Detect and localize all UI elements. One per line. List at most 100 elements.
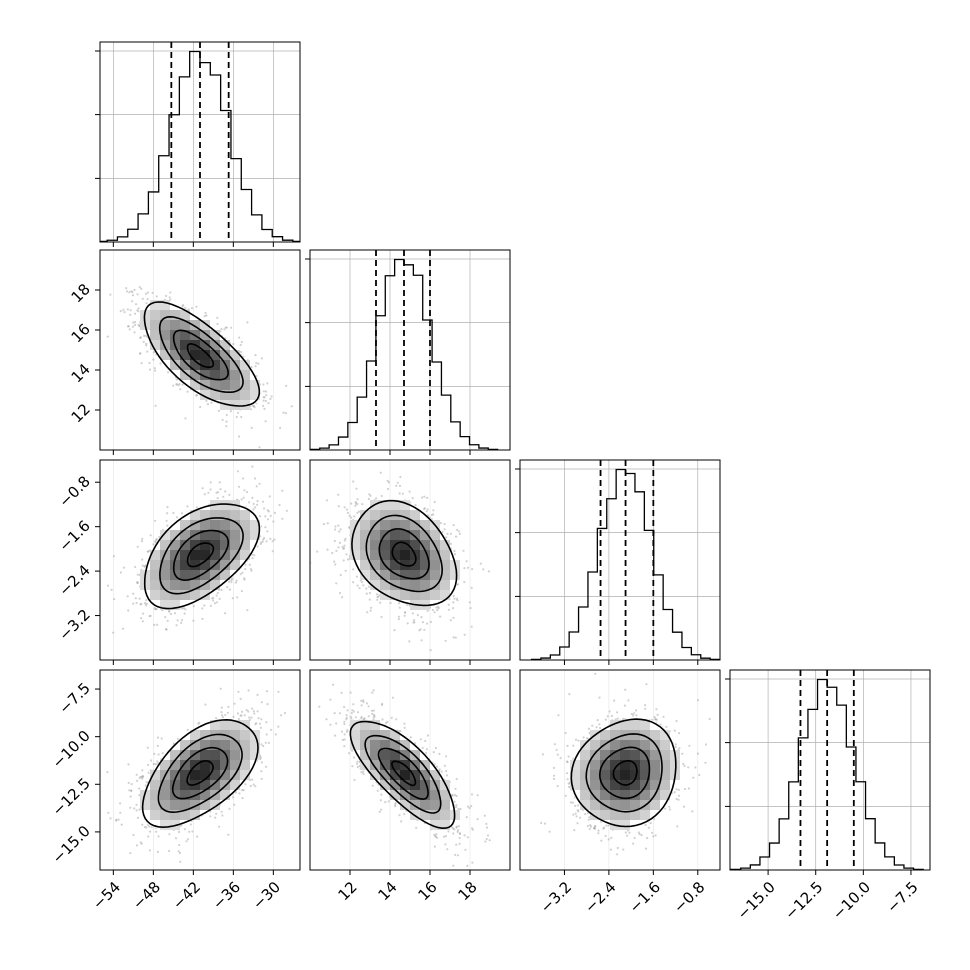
scatter-point bbox=[139, 336, 142, 339]
density-cell bbox=[200, 560, 210, 570]
scatter-point bbox=[344, 537, 347, 540]
density-cell bbox=[200, 340, 210, 350]
scatter-point bbox=[256, 500, 259, 503]
panel-3-0 bbox=[95, 669, 301, 875]
scatter-point bbox=[408, 490, 411, 493]
scatter-point bbox=[266, 530, 269, 533]
scatter-point bbox=[452, 524, 455, 527]
density-cell bbox=[380, 500, 390, 510]
contour-line bbox=[186, 342, 215, 368]
scatter-point bbox=[452, 607, 455, 610]
density-cell bbox=[240, 510, 250, 520]
scatter-point bbox=[271, 550, 274, 553]
scatter-point bbox=[137, 310, 140, 313]
scatter-point bbox=[230, 581, 233, 584]
scatter-point bbox=[137, 323, 140, 327]
density-cell bbox=[160, 580, 170, 590]
scatter-point bbox=[256, 545, 259, 548]
scatter-point bbox=[273, 511, 276, 514]
scatter-point bbox=[334, 525, 337, 528]
scatter-point bbox=[122, 627, 125, 630]
scatter-point bbox=[255, 362, 258, 365]
scatter-point bbox=[148, 615, 151, 618]
scatter-point bbox=[343, 544, 346, 547]
scatter-point bbox=[107, 584, 110, 587]
density-cell bbox=[190, 320, 200, 330]
density-cell bbox=[210, 350, 220, 360]
scatter-point bbox=[395, 484, 398, 487]
density-cell bbox=[240, 380, 250, 390]
scatter-point bbox=[262, 500, 265, 503]
scatter-point bbox=[219, 687, 222, 690]
scatter-point bbox=[126, 595, 129, 598]
panel-frame bbox=[519, 459, 721, 661]
scatter-point bbox=[122, 566, 125, 569]
scatter-point bbox=[144, 604, 147, 607]
scatter-point bbox=[175, 378, 178, 381]
scatter-point bbox=[155, 608, 158, 611]
scatter-point bbox=[425, 510, 428, 513]
density-cell bbox=[230, 560, 240, 570]
scatter-point bbox=[250, 365, 253, 369]
density-cell bbox=[220, 340, 230, 350]
scatter-point bbox=[240, 340, 243, 344]
scatter-point bbox=[141, 537, 144, 541]
scatter-point bbox=[380, 615, 383, 619]
scatter-point bbox=[205, 399, 208, 402]
scatter-point bbox=[254, 506, 257, 509]
density-cell bbox=[410, 560, 420, 570]
density-cell bbox=[160, 590, 170, 600]
scatter-point bbox=[216, 497, 219, 500]
panel-frame bbox=[309, 459, 511, 661]
density-cell bbox=[400, 550, 410, 560]
scatter-point bbox=[365, 592, 368, 595]
scatter-point bbox=[365, 587, 368, 590]
density-cells bbox=[140, 300, 260, 410]
scatter-point bbox=[149, 614, 152, 618]
density-cell bbox=[360, 540, 370, 550]
scatter-point bbox=[268, 495, 271, 498]
density-cell bbox=[420, 540, 430, 550]
scatter-point bbox=[355, 575, 358, 578]
scatter-point bbox=[270, 395, 273, 398]
density-cell bbox=[410, 570, 420, 580]
scatter-point bbox=[205, 314, 208, 317]
scatter-point bbox=[239, 343, 242, 347]
density-cell bbox=[210, 510, 220, 520]
scatter-point bbox=[158, 535, 161, 539]
density-cell bbox=[400, 540, 410, 550]
scatter-point bbox=[204, 311, 207, 314]
scatter-point bbox=[166, 524, 169, 527]
scatter-point bbox=[136, 779, 139, 783]
scatter-point bbox=[179, 388, 182, 391]
scatter-point bbox=[225, 425, 228, 428]
scatter-point bbox=[254, 365, 257, 368]
scatter-point bbox=[285, 384, 288, 387]
scatter-point bbox=[393, 629, 396, 632]
density-cell bbox=[170, 330, 180, 340]
scatter-point bbox=[333, 528, 337, 531]
scatter-point bbox=[266, 509, 269, 512]
density-cell bbox=[360, 550, 370, 560]
density-cell bbox=[410, 590, 420, 600]
scatter-point bbox=[456, 599, 459, 602]
scatter-point bbox=[252, 404, 255, 408]
density-cell bbox=[200, 360, 210, 370]
scatter-point bbox=[354, 504, 357, 507]
density-cell bbox=[240, 360, 250, 370]
scatter-point bbox=[316, 550, 319, 553]
scatter-point bbox=[412, 619, 416, 622]
scatter-point bbox=[411, 612, 414, 615]
density-cell bbox=[160, 330, 170, 340]
scatter-point bbox=[416, 614, 419, 617]
scatter-point bbox=[165, 294, 168, 298]
scatter-point bbox=[449, 532, 453, 535]
scatter-point bbox=[153, 752, 156, 756]
density-cell bbox=[420, 530, 430, 540]
scatter-point bbox=[281, 489, 284, 492]
scatter-point bbox=[482, 568, 485, 571]
density-cell bbox=[220, 520, 230, 530]
scatter-point bbox=[479, 562, 482, 565]
scatter-point bbox=[112, 631, 115, 634]
panel-frame bbox=[309, 249, 511, 451]
